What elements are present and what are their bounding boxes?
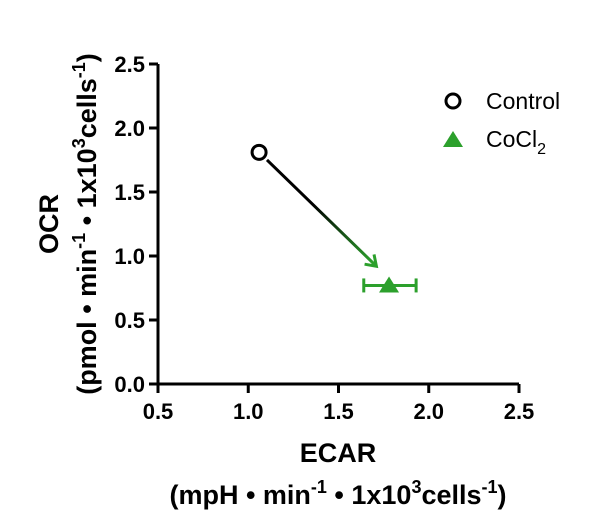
control-point — [250, 143, 268, 161]
y-tick-label: 1.5 — [114, 180, 145, 205]
y-tick-label: 2.0 — [114, 116, 145, 141]
legend-control-marker — [444, 92, 462, 110]
legend-control-label: Control — [486, 88, 560, 114]
x-tick-label: 1.0 — [233, 399, 264, 424]
x-tick-label: 1.5 — [323, 399, 354, 424]
x-axis-ticks: 0.5 1.0 1.5 2.0 2.5 — [143, 384, 535, 424]
x-tick-label: 2.5 — [504, 399, 535, 424]
y-axis-title: OCR — [34, 194, 64, 254]
legend-cocl2-label: CoCl2 — [486, 126, 546, 158]
y-tick-label: 1.0 — [114, 244, 145, 269]
x-tick-label: 0.5 — [143, 399, 174, 424]
y-tick-label: 0.5 — [114, 308, 145, 333]
cocl2-point — [379, 276, 400, 293]
y-axis-title-group: OCR (pmol • min-1 • 1x103cells-1) — [34, 53, 102, 395]
x-axis-units: (mpH • min-1 • 1x103cells-1) — [169, 477, 506, 510]
y-axis-units: (pmol • min-1 • 1x103cells-1) — [69, 53, 102, 395]
transition-arrow — [265, 158, 378, 268]
x-tick-label: 2.0 — [413, 399, 444, 424]
transition-arrow-head — [364, 254, 379, 269]
y-tick-label: 0.0 — [114, 372, 145, 397]
x-axis-title: ECAR — [300, 438, 377, 468]
legend-cocl2-marker — [443, 131, 463, 147]
y-axis-ticks: 0.0 0.5 1.0 1.5 2.0 2.5 — [114, 52, 158, 397]
y-tick-label: 2.5 — [114, 52, 145, 77]
legend: Control CoCl2 — [443, 88, 560, 158]
